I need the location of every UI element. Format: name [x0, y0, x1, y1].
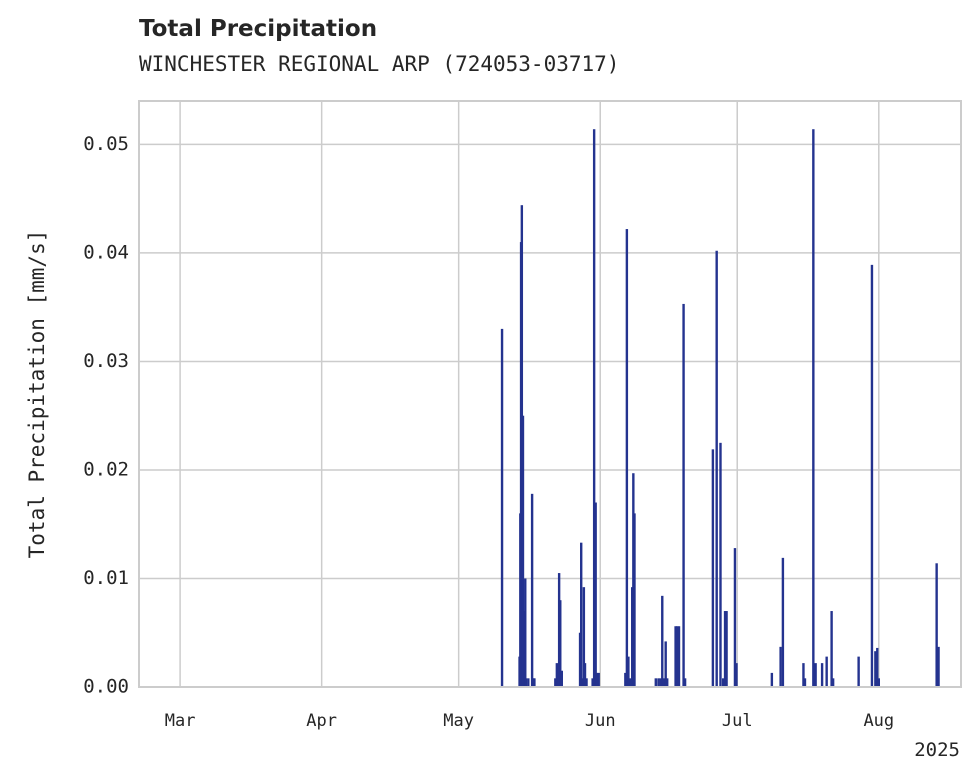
precipitation-bar — [803, 678, 807, 687]
precipitation-bar — [666, 678, 669, 687]
precipitation-bar — [585, 678, 588, 687]
precipitation-bar — [521, 415, 525, 687]
precipitation-bar — [876, 647, 879, 687]
precipitation-bar — [662, 678, 666, 687]
precipitation-bar — [683, 678, 687, 687]
y-tick-label: 0.05 — [83, 133, 129, 155]
x-year-label: 2025 — [914, 739, 960, 761]
precipitation-bar — [802, 663, 805, 687]
precipitation-bar — [533, 678, 536, 687]
precipitation-bar — [500, 328, 504, 687]
precipitation-bar — [527, 678, 530, 687]
x-tick-label: Apr — [306, 711, 337, 731]
y-tick-label: 0.04 — [83, 241, 129, 263]
precipitation-bar — [530, 493, 534, 687]
precipitation-bar — [721, 678, 725, 687]
precipitation-bar — [625, 229, 629, 687]
precipitation-bar — [877, 678, 880, 687]
precipitation-bar — [682, 303, 685, 687]
precipitation-bar — [524, 578, 527, 687]
precipitation-bar — [657, 678, 660, 687]
precipitation-bar — [711, 449, 715, 687]
precipitation-bar — [654, 678, 657, 687]
precipitation-bar — [857, 656, 860, 687]
precipitation-bar — [825, 656, 828, 687]
precipitation-bar — [627, 656, 630, 687]
y-tick-label: 0.00 — [83, 676, 129, 698]
precipitation-bar — [559, 600, 562, 687]
precipitation-bar — [594, 502, 597, 687]
x-tick-label: May — [443, 711, 474, 731]
y-tick-label: 0.03 — [83, 350, 129, 372]
x-tick-label: Jul — [722, 711, 753, 731]
x-tick-label: Mar — [165, 711, 196, 731]
chart-subtitle: WINCHESTER REGIONAL ARP (724053-03717) — [139, 52, 620, 76]
bar-layer — [500, 129, 940, 687]
precipitation-bar — [935, 563, 938, 687]
precipitation-bar — [583, 663, 587, 687]
precipitation-bar — [874, 651, 877, 687]
precipitation-bar — [560, 670, 563, 687]
precipitation-bar — [674, 626, 677, 687]
precipitation-bar — [633, 513, 636, 687]
precipitation-bar — [812, 129, 815, 687]
tick-layer: 0.00 0.01 0.02 0.03 0.04 0.05 Mar Apr May Jun Jul A… — [83, 133, 894, 731]
precipitation-bar — [555, 663, 559, 687]
precipitation-bar — [830, 611, 833, 687]
precipitation-bar — [597, 672, 600, 687]
x-tick-label: Aug — [863, 711, 894, 731]
precipitation-bar — [820, 663, 824, 687]
precipitation-bar — [580, 542, 583, 687]
precipitation-bar — [723, 611, 727, 687]
precipitation-bar — [831, 678, 835, 687]
precipitation-bar — [659, 678, 662, 687]
precipitation-bar — [733, 548, 737, 687]
precipitation-bar — [624, 672, 627, 687]
x-tick-label: Jun — [585, 711, 616, 731]
precipitation-bar — [675, 626, 679, 687]
precipitation-bar — [664, 641, 667, 687]
y-axis-label: Total Precipitation [mm/s] — [25, 230, 49, 559]
precipitation-bar — [554, 678, 557, 687]
precipitation-bar — [779, 646, 782, 687]
precipitation-bar — [677, 626, 681, 687]
precipitation-bar — [781, 557, 785, 687]
precipitation-bar — [715, 250, 718, 687]
precipitation-bar — [719, 442, 722, 687]
precipitation-bar — [814, 663, 817, 687]
y-tick-label: 0.01 — [83, 567, 129, 589]
precipitation-bar — [591, 678, 594, 687]
precipitation-bar — [937, 646, 940, 687]
precipitation-bar — [770, 672, 774, 687]
grid-layer — [139, 101, 961, 688]
precipitation-bar — [595, 672, 599, 687]
precipitation-bar — [592, 129, 596, 687]
precipitation-bar — [524, 678, 528, 687]
precipitation-bar — [870, 264, 874, 687]
plot-frame — [138, 100, 962, 688]
precipitation-bar — [582, 587, 586, 687]
y-tick-label: 0.02 — [83, 458, 129, 480]
precipitation-bar — [725, 611, 728, 687]
precipitation-bar — [628, 678, 632, 687]
precipitation-bar — [735, 663, 738, 687]
precipitation-bar — [661, 595, 664, 687]
chart-title: Total Precipitation — [139, 16, 378, 42]
